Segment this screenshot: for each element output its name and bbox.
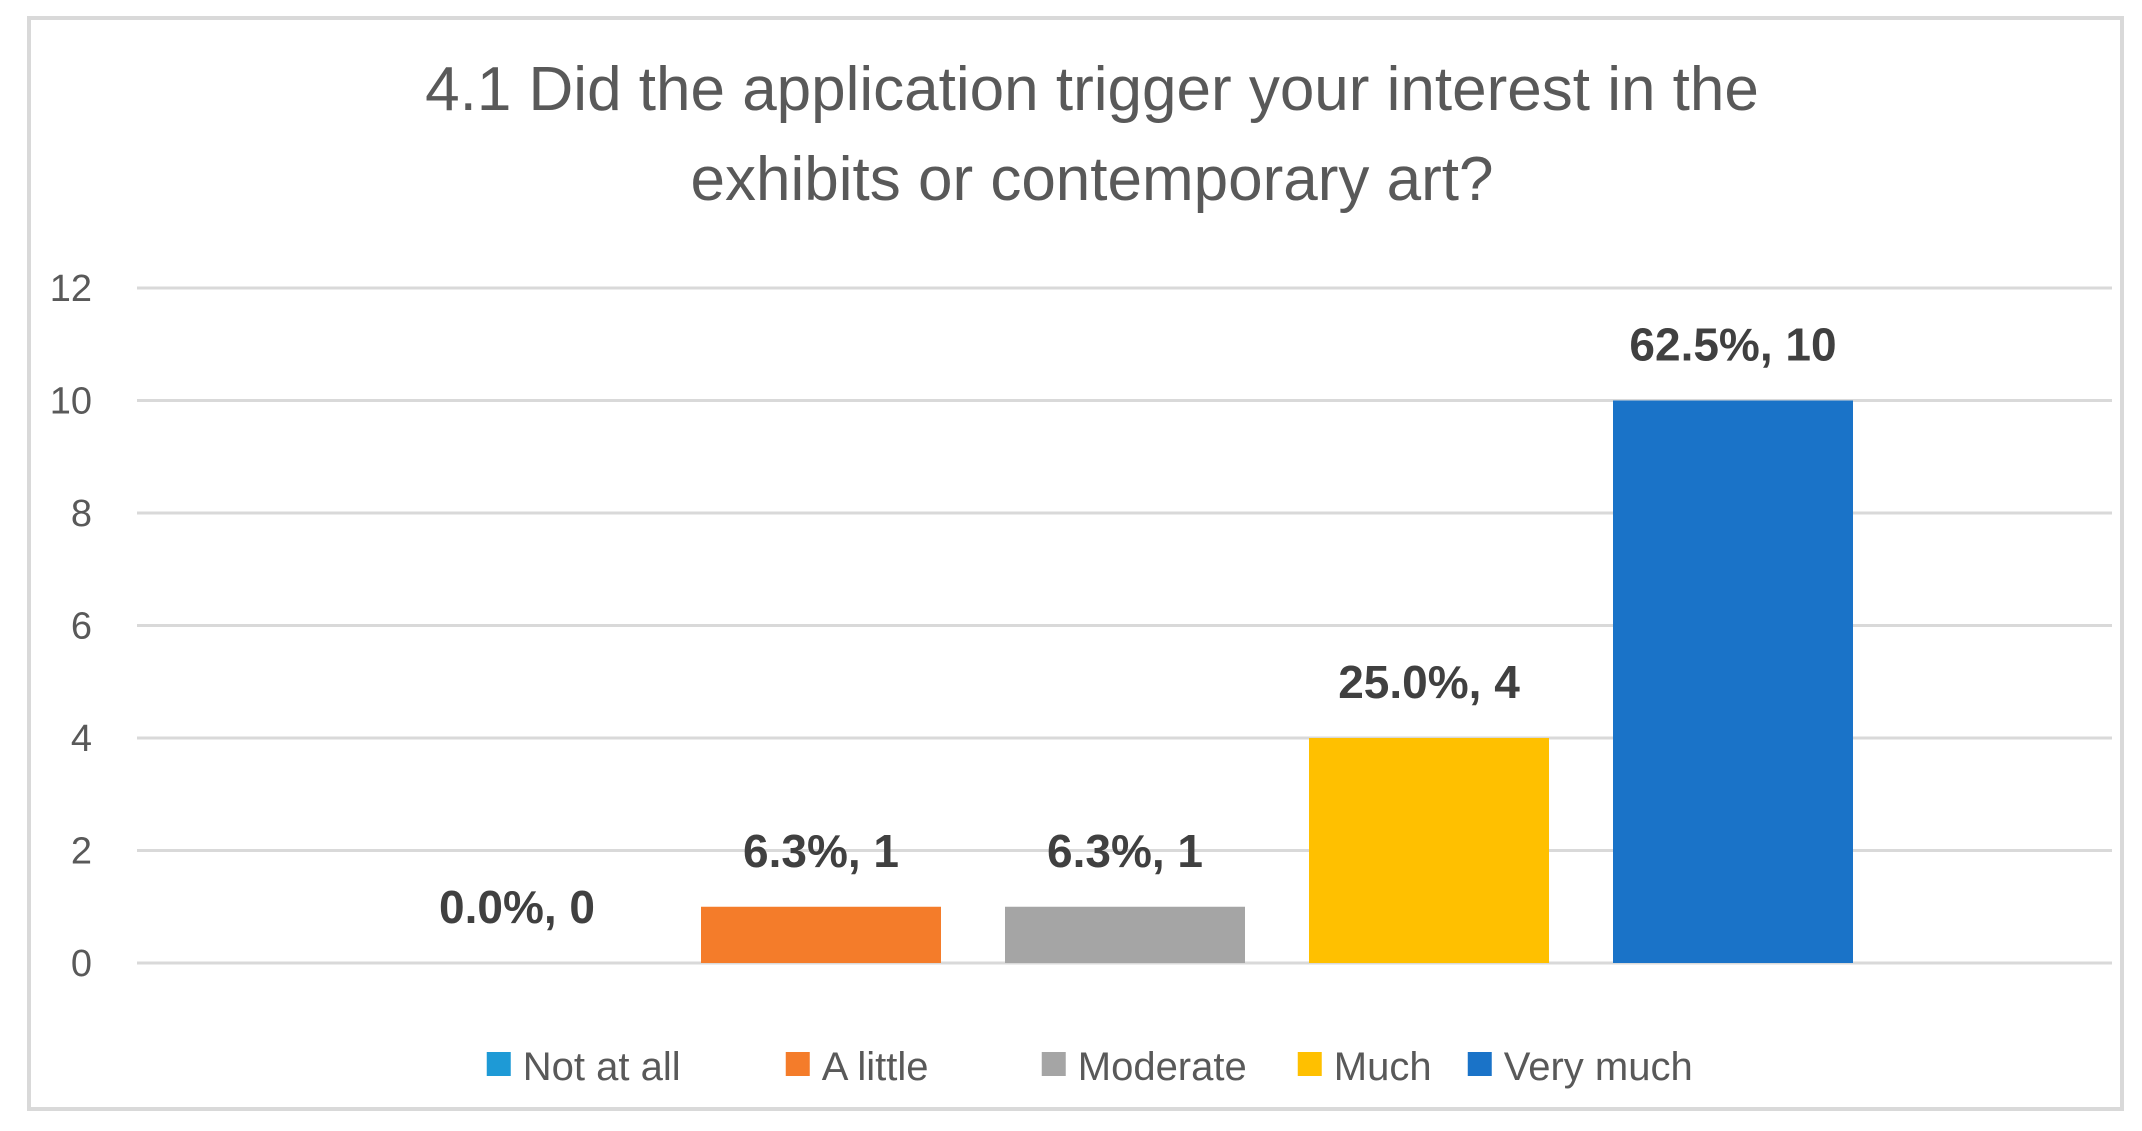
- y-tick-label: 12: [50, 268, 92, 310]
- chart-title-line-1: 4.1 Did the application trigger your int…: [425, 55, 1759, 124]
- y-axis-ticks: 0 2 4 6 8 10 12: [50, 268, 92, 985]
- legend-item-much: Much: [1297, 1045, 1432, 1089]
- legend-label: Moderate: [1078, 1045, 1247, 1089]
- bar-very-much: [1613, 400, 1853, 963]
- bar-a-little: [701, 906, 941, 963]
- y-tick-label: 2: [71, 831, 92, 873]
- legend-item-not-at-all: Not at all: [486, 1045, 681, 1089]
- legend-swatch: [785, 1052, 810, 1076]
- legend-item-a-little: A little: [785, 1045, 929, 1089]
- legend-item-moderate: Moderate: [1041, 1045, 1247, 1089]
- legend-label: A little: [822, 1045, 929, 1089]
- bar-much: [1309, 738, 1549, 963]
- data-label: 6.3%, 1: [1047, 825, 1203, 877]
- data-label: 6.3%, 1: [743, 825, 899, 877]
- chart-title-line-2: exhibits or contemporary art?: [691, 145, 1494, 214]
- legend-label: Not at all: [523, 1045, 681, 1089]
- y-tick-label: 8: [71, 493, 92, 535]
- legend-label: Very much: [1504, 1045, 1693, 1089]
- data-label: 0.0%, 0: [439, 881, 595, 933]
- y-tick-label: 0: [71, 943, 92, 985]
- legend-item-very-much: Very much: [1467, 1045, 1693, 1089]
- legend-swatch: [1297, 1052, 1322, 1076]
- legend-swatch: [1467, 1052, 1492, 1076]
- bar-moderate: [1005, 906, 1245, 963]
- chart-title: 4.1 Did the application trigger your int…: [425, 55, 1759, 214]
- bars: [701, 400, 1853, 963]
- data-labels: 0.0%, 0 6.3%, 1 6.3%, 1 25.0%, 4 62.5%, 10: [439, 319, 1837, 934]
- y-tick-label: 10: [50, 381, 92, 423]
- data-label: 62.5%, 10: [1629, 319, 1836, 371]
- legend-swatch: [1041, 1052, 1066, 1076]
- y-tick-label: 4: [71, 718, 92, 760]
- legend: Not at all A little Moderate Much Very much: [486, 1045, 1693, 1089]
- y-tick-label: 6: [71, 606, 92, 648]
- legend-swatch: [486, 1052, 511, 1076]
- legend-label: Much: [1334, 1045, 1432, 1089]
- data-label: 25.0%, 4: [1338, 656, 1520, 708]
